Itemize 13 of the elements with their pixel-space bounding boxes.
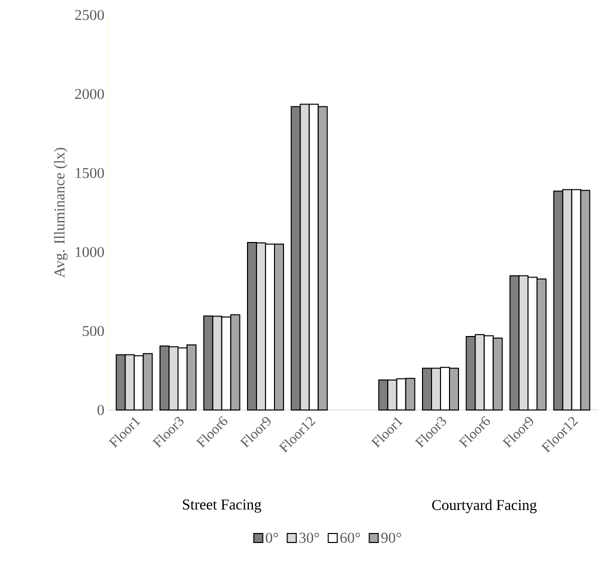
y-tick-label: 2500 <box>75 10 104 20</box>
text: Street Facing <box>182 500 262 513</box>
legend-label: 60° <box>340 532 360 543</box>
legend-label: 30° <box>299 532 320 543</box>
y-tick-label: 500 <box>82 326 104 336</box>
legend-label: 90° <box>381 532 402 543</box>
y-tick-label: 2000 <box>75 88 104 100</box>
y-tick-label: 0 <box>98 404 104 416</box>
y-tick-label: 1500 <box>76 168 104 178</box>
text: Courtyard Facing <box>432 500 537 514</box>
legend-label: 0° <box>266 532 278 543</box>
y-axis-title: Avg. Illuminance (lx) <box>54 148 68 278</box>
y-tick-label: 1000 <box>76 246 104 258</box>
